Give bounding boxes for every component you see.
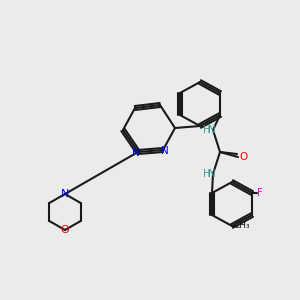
Text: O: O xyxy=(61,225,69,235)
Text: F: F xyxy=(257,188,263,198)
Text: CH₃: CH₃ xyxy=(234,221,250,230)
Text: O: O xyxy=(239,152,247,162)
Text: N: N xyxy=(208,125,216,135)
Text: N: N xyxy=(61,189,69,199)
Text: N: N xyxy=(208,169,216,179)
Text: N: N xyxy=(161,146,169,156)
Text: H: H xyxy=(203,169,211,179)
Text: N: N xyxy=(132,148,140,158)
Text: H: H xyxy=(203,125,211,135)
